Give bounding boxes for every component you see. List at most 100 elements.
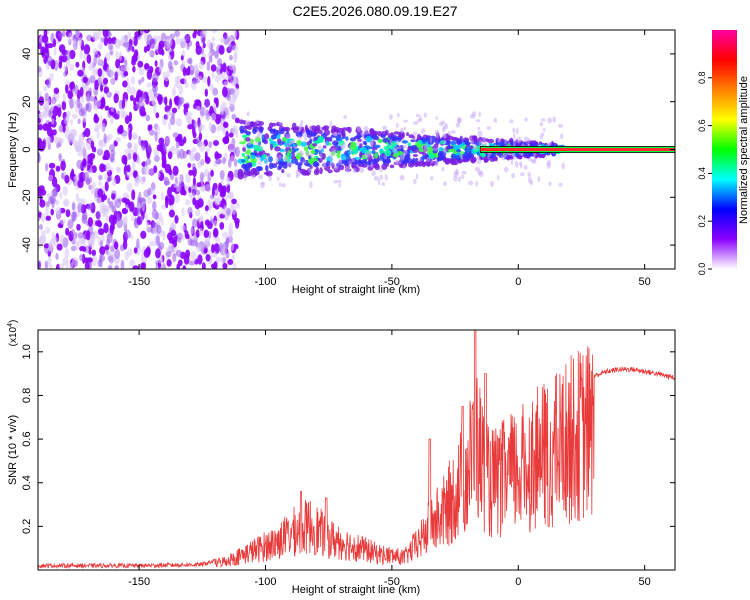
spectrogram-signal-cell xyxy=(239,141,247,145)
spectrogram-noise-cell xyxy=(75,30,80,36)
spectrogram-noise-cell xyxy=(40,213,46,223)
spectrogram-noise-cell xyxy=(178,138,185,147)
colorbar-tick-label: 0.8 xyxy=(697,72,707,85)
spectrogram-noise-cell xyxy=(122,207,127,214)
spectrogram-noise-cell xyxy=(124,59,128,67)
spectrogram-noise-cell xyxy=(113,93,119,104)
spectrogram-signal-cell xyxy=(453,144,457,150)
spectrogram-noise-cell xyxy=(55,252,59,261)
spectrogram-noise-cell xyxy=(162,142,167,152)
spectrogram-halo-cell xyxy=(278,121,283,126)
spectrogram-halo-cell xyxy=(516,136,522,144)
spectrogram-noise-cell xyxy=(222,86,228,98)
spectrogram-noise-cell xyxy=(143,190,149,198)
spectrogram-halo-cell xyxy=(382,125,388,131)
spectrogram-signal-cell xyxy=(251,154,256,160)
spectrogram-noise-cell xyxy=(183,254,190,265)
spectrogram-halo-cell xyxy=(256,119,260,125)
spectrogram-halo-cell xyxy=(421,128,426,134)
spectrogram-noise-cell xyxy=(208,83,215,92)
spectrogram-halo-cell xyxy=(477,126,481,131)
spectrogram-halo-cell xyxy=(278,154,282,160)
spectrogram-noise-cell xyxy=(228,63,235,71)
spectrogram-signal-cell xyxy=(278,162,283,169)
spectrogram-noise-cell xyxy=(227,43,233,52)
spectrogram-y-tick-label: -20 xyxy=(21,189,33,205)
spectrogram-y-tick-label: 20 xyxy=(21,96,33,108)
spectrogram-noise-cell xyxy=(76,97,81,109)
spectrogram-noise-cell xyxy=(193,120,197,129)
spectrogram-noise-cell xyxy=(182,265,186,269)
spectrogram-halo-cell xyxy=(323,161,326,166)
spectrogram-signal-cell xyxy=(241,153,246,157)
spectrogram-halo-cell xyxy=(247,140,252,146)
spectrogram-signal-cell xyxy=(294,158,299,166)
spectrogram-halo-cell xyxy=(395,139,400,145)
spectrogram-halo-cell xyxy=(413,121,419,125)
snr-y-axis-label: SNR (10 * v/v) xyxy=(7,415,19,485)
spectrogram-halo-cell xyxy=(297,135,303,140)
spectrogram-noise-cell xyxy=(45,162,49,172)
spectrogram-signal-cell xyxy=(271,122,277,127)
spectrogram-halo-cell xyxy=(441,166,445,172)
spectrogram-halo-cell xyxy=(293,145,298,150)
spectrogram-noise-cell xyxy=(102,155,107,161)
spectrogram-noise-cell xyxy=(192,177,196,186)
spectrogram-halo-cell xyxy=(309,152,314,158)
spectrogram-signal-cell xyxy=(273,129,279,136)
spectrogram-halo-cell xyxy=(251,174,256,179)
spectrogram-halo-cell xyxy=(295,169,301,177)
spectrogram-signal-cell xyxy=(277,138,282,144)
spectrogram-noise-cell xyxy=(108,254,115,264)
spectrogram-noise-cell xyxy=(47,55,53,65)
spectrogram-signal-cell xyxy=(412,154,419,157)
spectrogram-halo-cell xyxy=(435,116,439,120)
spectrogram-halo-cell xyxy=(397,112,400,118)
spectrogram-halo-cell xyxy=(257,160,262,166)
spectrogram-halo-cell xyxy=(399,174,405,181)
spectrogram-noise-cell xyxy=(219,109,224,116)
spectrogram-noise-cell xyxy=(195,45,202,56)
spectrogram-noise-cell xyxy=(93,127,100,133)
spectrogram-halo-cell xyxy=(542,127,546,132)
spectrogram-noise-cell xyxy=(115,50,119,61)
spectrogram-noise-cell xyxy=(145,221,150,231)
spectrogram-halo-cell xyxy=(451,130,456,134)
spectrogram-noise-cell xyxy=(171,86,177,97)
spectrogram-noise-cell xyxy=(134,31,141,38)
spectrogram-noise-cell xyxy=(130,216,134,222)
spectrogram-noise-cell xyxy=(226,207,231,216)
spectrogram-noise-cell xyxy=(202,76,207,84)
spectrogram-signal-cell xyxy=(306,129,313,135)
spectrogram-noise-cell xyxy=(192,197,197,206)
spectrogram-noise-cell xyxy=(203,108,207,115)
spectrogram-noise-cell xyxy=(83,44,91,55)
spectrogram-signal-cell xyxy=(384,158,392,164)
spectrogram-halo-cell xyxy=(540,118,546,122)
spectrogram-halo-cell xyxy=(520,172,525,177)
spectrogram-noise-cell xyxy=(44,92,49,102)
spectrogram-halo-cell xyxy=(378,168,383,172)
spectrogram-noise-cell xyxy=(38,105,42,112)
spectrogram-noise-cell xyxy=(205,254,211,262)
spectrogram-signal-cell xyxy=(313,168,320,176)
spectrogram-signal-cell xyxy=(313,126,320,132)
spectrogram-noise-cell xyxy=(91,249,97,257)
spectrogram-halo-cell xyxy=(478,111,481,118)
spectrogram-noise-cell xyxy=(69,82,74,90)
spectrogram-halo-cell xyxy=(532,152,537,157)
spectrogram-noise-cell xyxy=(223,205,228,213)
spectrogram-noise-cell xyxy=(128,111,132,122)
spectrogram-halo-cell xyxy=(356,140,361,146)
spectrogram-signal-cell xyxy=(280,128,285,135)
spectrogram-noise-cell xyxy=(134,180,139,187)
spectrogram-noise-cell xyxy=(156,144,163,152)
spectrogram-noise-cell xyxy=(90,140,95,149)
spectrogram-noise-cell xyxy=(114,248,121,259)
spectrogram-noise-cell xyxy=(187,238,193,246)
spectrogram-noise-cell xyxy=(174,30,181,37)
spectrogram-noise-cell xyxy=(201,185,206,192)
spectrogram-noise-cell xyxy=(157,172,161,178)
spectrogram-halo-cell xyxy=(445,123,448,128)
spectrogram-signal-cell xyxy=(404,158,410,164)
